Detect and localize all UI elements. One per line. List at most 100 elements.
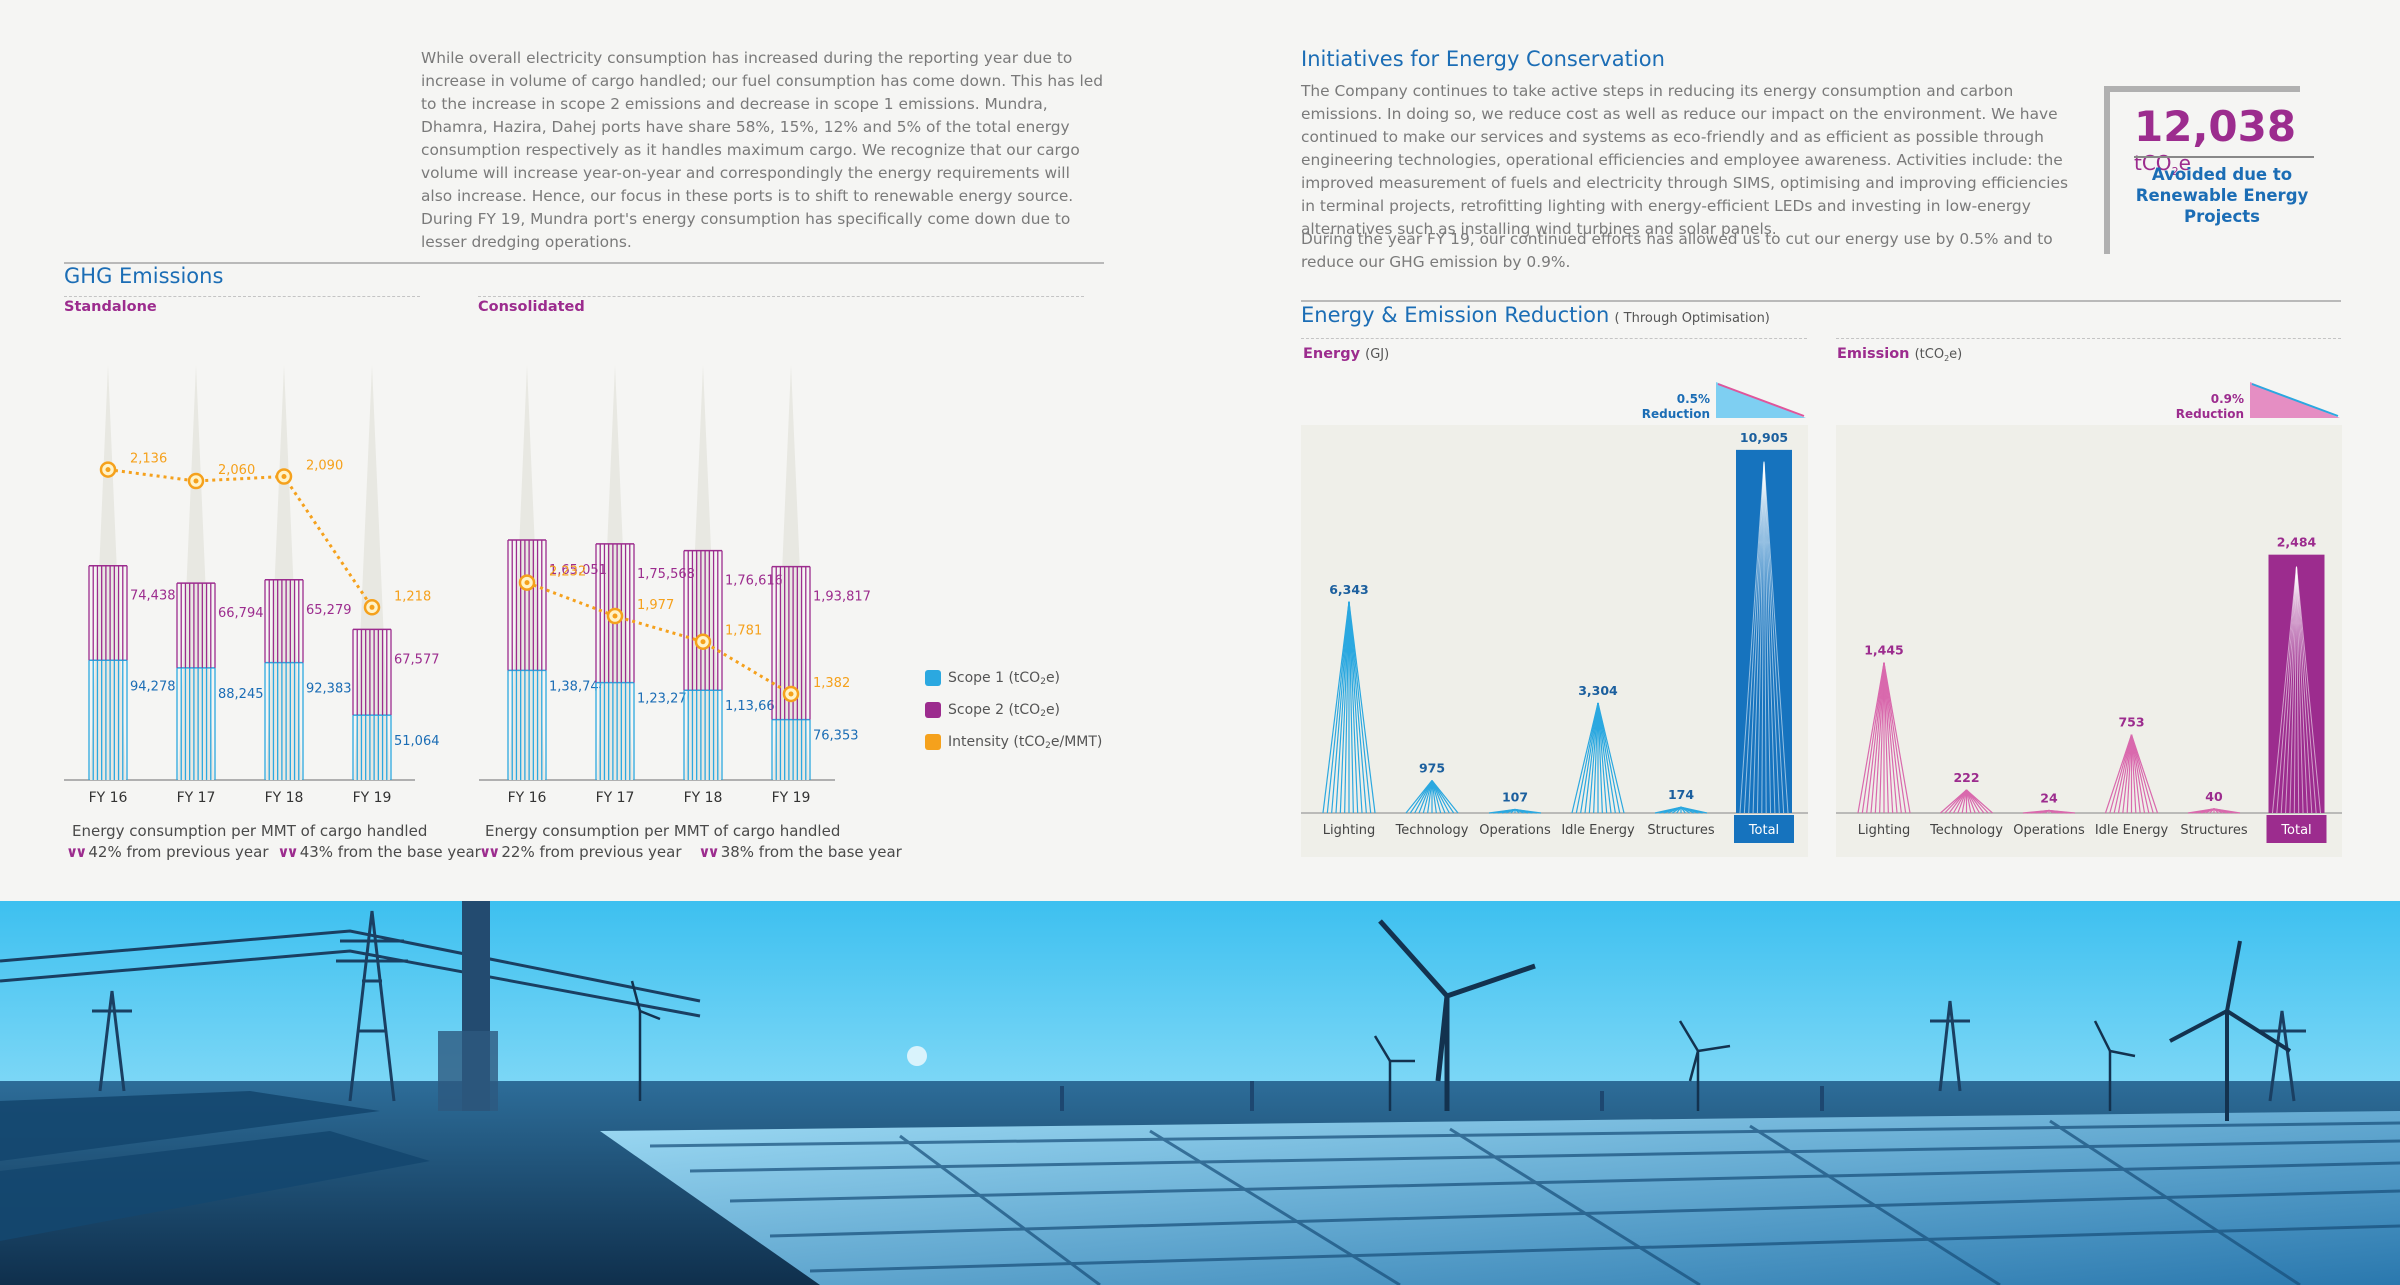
legend-scope2-text: Scope 2 (tCO [948,702,1041,718]
scope2-value-label: 1,93,817 [813,590,871,605]
scope1-bar [264,661,304,780]
ghg-title: GHG Emissions [64,264,224,288]
down-chevron-icon: ∨∨ [277,843,298,861]
emission-reduction-indicator: 0.9% Reduction [2164,392,2244,422]
spike-bar [2187,808,2241,814]
x-tick-label: FY 17 [596,790,635,806]
value-label: 2,484 [2277,535,2317,550]
bar-glow [509,365,545,780]
x-tick-label: FY 16 [89,790,128,806]
bar-glow [354,365,390,780]
intro-paragraph: While overall electricity consumption ha… [421,49,1103,251]
reduction-divider [1301,300,2341,302]
total-bar-rays [2272,566,2321,814]
scope1-value-label: 1,23,270 [637,692,695,707]
value-label: 975 [1419,761,1445,776]
legend-intensity-end: e/MMT) [1050,734,1103,750]
emission-label-row: Emission (tCO2e) [1837,343,1962,363]
x-tick-label: Idle Energy [2095,823,2169,838]
section-divider [64,262,1104,264]
value-label: 3,304 [1578,683,1618,698]
value-label: 107 [1502,789,1528,804]
legend-scope2-swatch [925,702,941,718]
x-tick-label: Technology [1929,823,2003,838]
x-tick-label: Structures [2180,823,2247,838]
emission-reduction-pct: 0.9% [2210,392,2244,406]
bar-glow [685,365,721,780]
energy-reduction-wedge-icon [1716,382,1806,418]
spike-bar [2104,734,2159,814]
down-chevron-icon: ∨∨ [66,843,87,861]
value-label: 174 [1668,787,1694,802]
value-label: 222 [1953,770,1979,785]
energy-reduction-indicator: 0.5% Reduction [1630,392,1710,422]
intensity-point-center [193,478,199,484]
spike-bar [1571,702,1625,814]
emission-unit-pre: (tCO [1914,347,1945,362]
consolidated-change: ∨∨ 22% from previous year ∨∨ 38% from the … [479,843,902,861]
x-tick-label: Idle Energy [1561,823,1635,838]
initiatives-paragraph-1: The Company continues to take active ste… [1301,82,2069,238]
scope2-bar [264,579,304,663]
scope1-value-label: 92,383 [306,682,352,697]
reduction-subtitle: ( Through Optimisation) [1614,311,1770,326]
intensity-line [107,468,374,609]
bar-glow [773,365,809,780]
scope1-value-label: 76,353 [813,729,859,744]
legend-intensity-sub: 2 [1045,741,1051,751]
callout-value: 12,038 [2134,102,2297,151]
energy-reduction-word: Reduction [1641,407,1710,421]
bar-glow [266,365,302,780]
legend-scope1-sub: 2 [1040,677,1046,687]
scope2-value-label: 1,76,616 [725,574,783,589]
standalone-change: ∨∨ 42% from previous year ∨∨ 43% from the … [66,843,481,861]
intensity-point-center [700,639,706,645]
intensity-point-center [105,467,111,473]
scope1-value-label: 88,245 [218,687,264,702]
intensity-value-label: 2,232 [549,565,586,580]
value-label: 24 [2040,791,2058,806]
consolidated-change-prev: 22% from previous year [501,843,682,861]
total-bar-rays [1739,461,1789,814]
solar-wind-farm-photo [0,901,2400,1285]
chart-background [1301,425,1808,857]
bar-glow [90,365,126,780]
scope1-bar [176,667,216,780]
scope2-value-label: 1,75,568 [637,567,695,582]
scope1-value-label: 94,278 [130,679,176,694]
initiatives-title: Initiatives for Energy Conservation [1301,47,1665,71]
value-label: 753 [2118,715,2144,730]
scope1-bar [88,659,128,780]
spike-bar [1488,808,1542,814]
total-label-bg [2266,815,2327,843]
energy-label-row: Energy (GJ) [1303,343,1389,362]
x-tick-label: Operations [2013,823,2085,838]
intensity-point-center [524,580,530,586]
standalone-caption: Energy consumption per MMT of cargo hand… [72,822,428,840]
value-label: 10,905 [1740,430,1788,445]
intensity-point-center [369,604,375,610]
emission-label: Emission [1837,346,1910,362]
x-tick-label: FY 18 [265,790,304,806]
down-chevron-icon: ∨∨ [698,843,719,861]
standalone-change-base: 43% from the base year [299,843,481,861]
scope1-bar [507,669,547,780]
x-tick-label: Structures [1647,823,1714,838]
x-tick-label: FY 19 [353,790,392,806]
intensity-value-label: 2,090 [306,459,343,474]
x-tick-label: FY 17 [177,790,216,806]
scope1-bar [352,714,392,780]
consolidated-label: Consolidated [478,299,585,315]
emission-chart: Lighting 1,445 Technology 222 Operations 24 Id… [1836,425,2342,857]
initiatives-paragraph-2: During the year FY 19, our continued eff… [1301,230,2053,271]
x-tick-label: FY 19 [772,790,811,806]
legend-scope2: Scope 2 (tCO 2 e) [925,702,1060,719]
intensity-value-label: 1,781 [725,624,762,639]
scope2-value-label: 1,65,051 [549,563,607,578]
legend-scope1-end: e) [1045,670,1061,686]
intensity-value-label: 1,382 [813,676,850,691]
legend-intensity-text: Intensity (tCO [948,734,1046,750]
energy-label: Energy [1303,346,1361,362]
callout-unit-text: tCO [2134,151,2172,175]
